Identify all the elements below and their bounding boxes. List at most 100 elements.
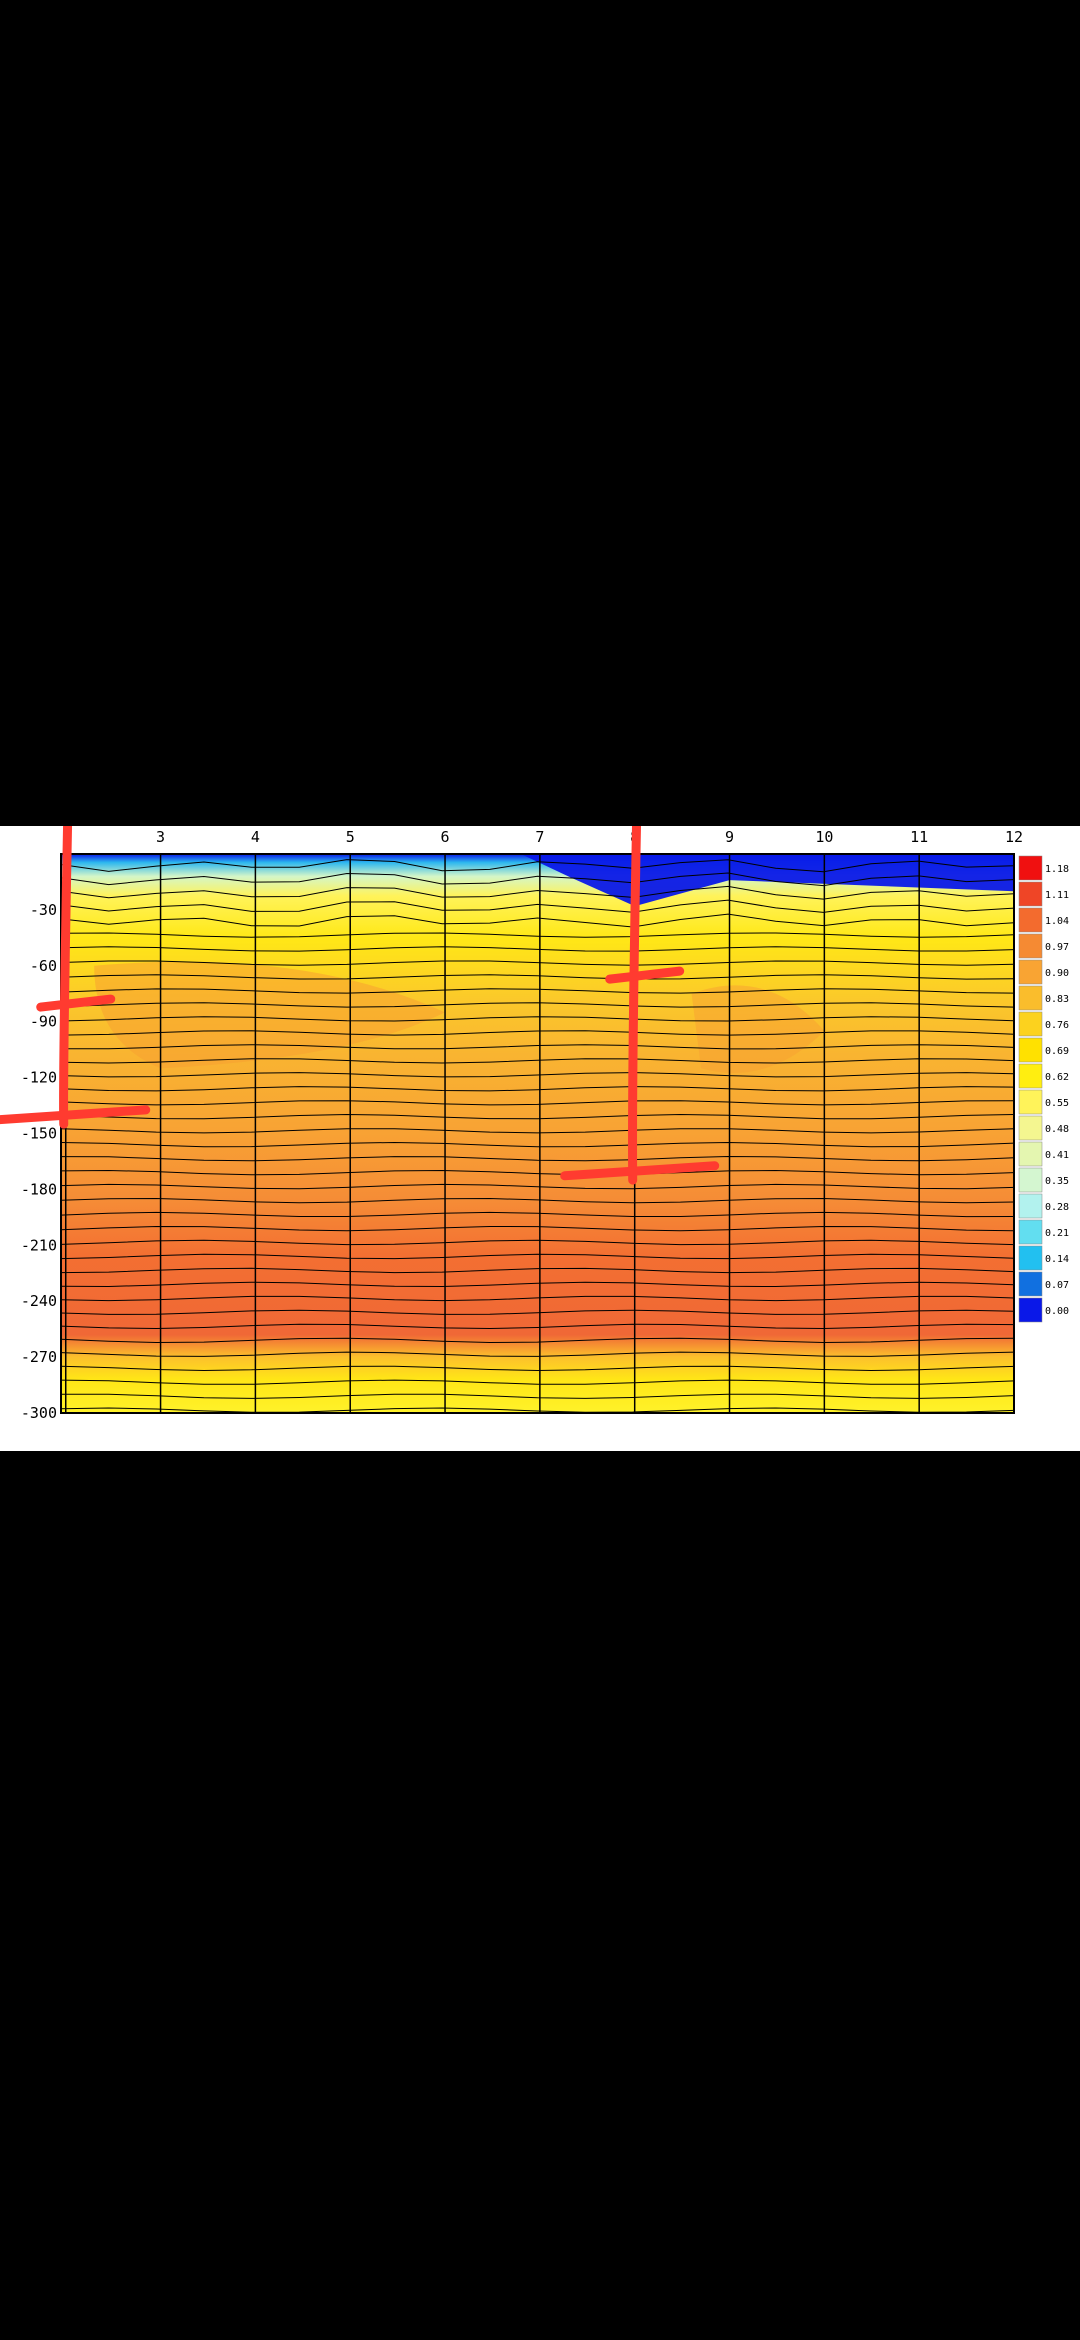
annotation-top-tick (36, 994, 116, 1012)
contour-line (60, 1072, 1015, 1078)
x-tick-label: 12 (1005, 828, 1023, 846)
chart-photo: 3 4 5 6 7 8 9 10 11 12 -30 -60 -90 -120 -150 -180 -210-… (0, 826, 1080, 1451)
contour-line (60, 1113, 1015, 1120)
colorbar-label: 0.76 (1045, 1020, 1069, 1031)
y-tick-label: -30 (30, 901, 57, 919)
colorbar-label: 0.41 (1045, 1150, 1069, 1161)
colorbar-swatch (1018, 1219, 1043, 1245)
colorbar-swatch (1018, 855, 1043, 881)
colorbar-label: 0.07 (1045, 1280, 1069, 1291)
colorbar-label: 1.11 (1045, 890, 1069, 901)
contour-line (60, 1309, 1015, 1315)
colorbar-swatch (1018, 1297, 1043, 1323)
contour-line (60, 899, 1015, 913)
contour-line (60, 1239, 1015, 1246)
hand-drawn-annotations (0, 826, 720, 1185)
y-tick-label: -150 (21, 1125, 57, 1143)
contour-line (60, 1169, 1015, 1176)
colorbar-swatch (1018, 1141, 1043, 1167)
field-patch (94, 961, 446, 1069)
contour-line (60, 1058, 1015, 1064)
x-tick-label: 3 (156, 828, 165, 846)
plot-background (61, 854, 1014, 1413)
contour-lines (60, 859, 1015, 1413)
colorbar-swatch (1018, 1167, 1043, 1193)
colorbar-swatch (1018, 1037, 1043, 1063)
annotation-vertical-stroke (59, 826, 73, 1129)
contour-line (60, 913, 1015, 928)
x-tick-label: 5 (346, 828, 355, 846)
annotation-bottom-tick (560, 1161, 720, 1181)
contour-line (60, 1393, 1015, 1399)
colorbar-label: 1.04 (1045, 916, 1069, 927)
contour-line (60, 1128, 1015, 1134)
colorbar-label: 0.55 (1045, 1098, 1069, 1109)
contour-line (60, 1002, 1015, 1008)
contour-line (60, 1253, 1015, 1260)
y-tick-label: -90 (30, 1013, 57, 1031)
contour-line (60, 1100, 1015, 1106)
colorbar-swatch (1018, 1245, 1043, 1271)
plot-frame (60, 853, 1015, 1414)
field-patch (691, 985, 825, 1073)
colorbar-swatch (1018, 933, 1043, 959)
y-tick-label: -120 (21, 1069, 57, 1087)
contour-line (61, 1044, 1015, 1050)
contour-line (60, 1225, 1015, 1232)
colorbar-swatch (1018, 959, 1043, 985)
colorbar-swatch (1018, 1089, 1043, 1115)
contour-line (60, 988, 1015, 994)
colorbar-swatch (1018, 1271, 1043, 1297)
contour-line (60, 1141, 1015, 1148)
y-tick-label: -270 (21, 1348, 57, 1366)
x-tick-label: 7 (535, 828, 544, 846)
colorbar-swatch (1018, 1115, 1043, 1141)
colorbar-swatch (1018, 881, 1043, 907)
contour-line (60, 872, 1015, 887)
colorbar-label: 0.48 (1045, 1124, 1069, 1135)
x-tick-label: 4 (251, 828, 260, 846)
colorbar-label: 0.28 (1045, 1202, 1069, 1213)
colorbar-label: 0.21 (1045, 1228, 1069, 1239)
annotation-top-tick (605, 966, 685, 984)
colorbar-label: 1.18 (1045, 864, 1069, 875)
colorbar-label: 0.62 (1045, 1072, 1069, 1083)
x-tick-label: 9 (725, 828, 734, 846)
heatmap-plot: 3 4 5 6 7 8 9 10 11 12 -30-60-90-120-150-180-210-… (0, 826, 1069, 1422)
contour-line (60, 932, 1015, 938)
annotation-bottom-tick (0, 1105, 151, 1125)
colorbar-label: 0.35 (1045, 1176, 1069, 1187)
colorbar-label: 0.83 (1045, 994, 1069, 1005)
y-tick-label: -60 (30, 957, 57, 975)
contour-line (60, 946, 1015, 952)
contour-line (60, 1281, 1015, 1288)
contour-line (60, 859, 1015, 873)
contour-line (60, 1030, 1015, 1036)
contour-line (60, 974, 1015, 980)
contour-line (60, 1267, 1015, 1274)
colorbar-swatch (1018, 985, 1043, 1011)
x-tick-label: 11 (910, 828, 928, 846)
contour-line (60, 885, 1015, 900)
x-tick-label: 6 (441, 828, 450, 846)
y-tick-label: -180 (21, 1180, 57, 1198)
y-tick-label: -240 (21, 1292, 57, 1310)
contour-line (60, 1183, 1015, 1190)
contour-line (60, 1197, 1015, 1204)
contour-line (60, 1379, 1015, 1385)
colorbar-swatch (1018, 1011, 1043, 1037)
contour-line (60, 1155, 1015, 1162)
contour-line (60, 1211, 1015, 1218)
colorbar-label: 0.90 (1045, 968, 1069, 979)
annotation-vertical-stroke (628, 826, 642, 1185)
contour-line (60, 1016, 1015, 1022)
colorbar-legend: 1.18 1.11 1.04 0.97 0.90 0.83 0.76 0.69 0.62 0.55… (1018, 855, 1069, 1323)
y-tick-labels: -30 -60 -90 -120 -150 -180 -210 -240 -270 -300 (21, 901, 57, 1422)
contour-line (60, 1337, 1015, 1344)
x-tick-label: 10 (815, 828, 833, 846)
x-tick-labels: 3 4 5 6 7 8 9 10 11 12 (156, 828, 1023, 846)
contour-line (60, 1365, 1015, 1372)
colorbar-swatch (1018, 907, 1043, 933)
contour-line (60, 1295, 1015, 1302)
contour-line (60, 1407, 1015, 1413)
